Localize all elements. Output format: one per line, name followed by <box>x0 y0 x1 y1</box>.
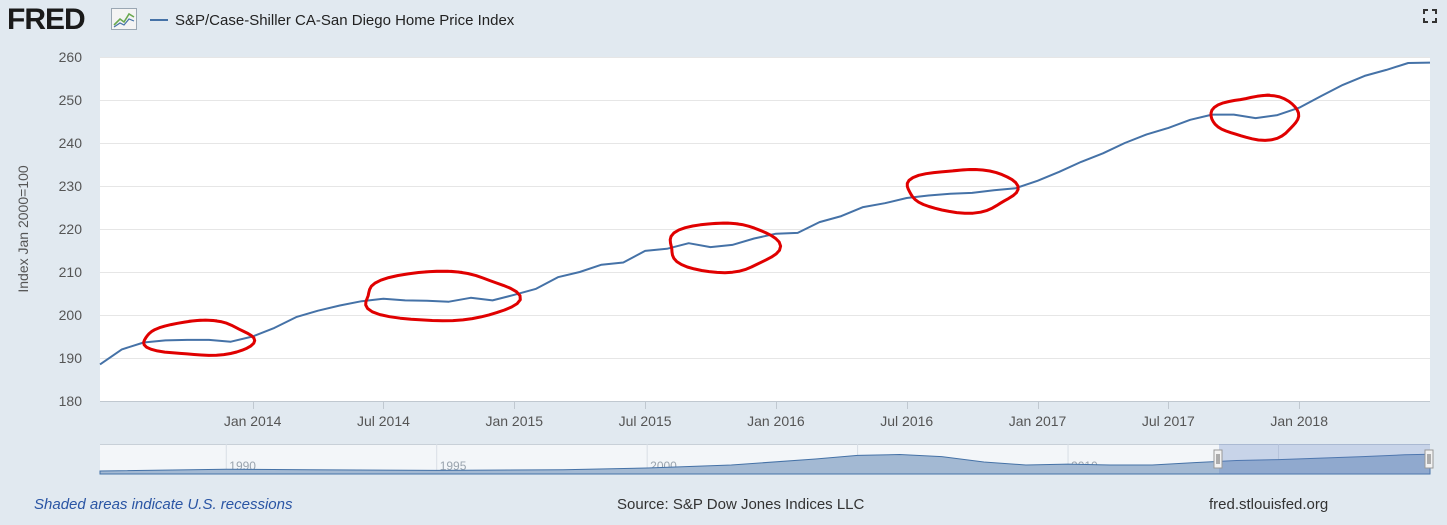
x-tick-label: Jan 2014 <box>224 413 282 429</box>
annotation-circle <box>142 318 257 357</box>
x-tick-label: Jan 2018 <box>1270 413 1328 429</box>
y-axis-label: Index Jan 2000=100 <box>15 165 31 292</box>
y-tick-label: 210 <box>59 264 83 280</box>
x-tick-label: Jan 2016 <box>747 413 805 429</box>
series-line[interactable] <box>99 61 1431 366</box>
x-tick-label: Jan 2017 <box>1009 413 1067 429</box>
y-tick-label: 230 <box>59 178 83 194</box>
annotation-circle <box>364 269 522 323</box>
grid-lines <box>100 57 1430 359</box>
navigator-series-area <box>99 453 1431 475</box>
annotation-layer <box>142 93 1301 357</box>
legend-label: S&P/Case-Shiller CA-San Diego Home Price… <box>175 11 515 29</box>
x-tick-label: Jul 2015 <box>619 413 672 429</box>
y-axis-ticks: 180 190 200 210 220 230 240 250 260 <box>59 49 83 409</box>
chart-header: FRED S&P/Case-Shiller CA-San Diego Home … <box>0 0 1447 40</box>
x-axis-ticks: Jan 2014 Jul 2014 Jan 2015 Jul 2015 Jan 2016… <box>224 401 1328 429</box>
y-tick-label: 260 <box>59 49 83 65</box>
y-tick-label: 190 <box>59 350 83 366</box>
x-tick-label: Jul 2014 <box>357 413 410 429</box>
annotation-circle <box>905 168 1020 215</box>
fullscreen-icon[interactable] <box>1423 9 1437 23</box>
annotation-circle <box>1209 93 1301 142</box>
fred-url-link[interactable]: fred.stlouisfed.org <box>1209 496 1329 513</box>
x-tick-label: Jul 2017 <box>1142 413 1195 429</box>
navigator-left-handle[interactable] <box>1213 449 1223 469</box>
y-tick-label: 200 <box>59 307 83 323</box>
y-tick-label: 250 <box>59 92 83 108</box>
navigator-right-handle[interactable] <box>1424 449 1434 469</box>
recession-note-link[interactable]: Shaded areas indicate U.S. recessions <box>34 496 293 513</box>
x-tick-label: Jul 2016 <box>880 413 933 429</box>
series-layer <box>99 61 1431 366</box>
navigator-selected-range[interactable] <box>1219 444 1430 474</box>
navigator-tick-label: 1995 <box>440 459 467 473</box>
y-tick-label: 240 <box>59 135 83 151</box>
y-tick-label: 180 <box>59 393 83 409</box>
x-tick-label: Jan 2015 <box>485 413 543 429</box>
legend-swatch <box>150 19 168 21</box>
chart-legend[interactable]: S&P/Case-Shiller CA-San Diego Home Price… <box>150 10 514 30</box>
annotation-circle <box>668 221 783 275</box>
y-tick-label: 220 <box>59 221 83 237</box>
chart-line-icon <box>111 8 137 30</box>
source-note: Source: S&P Dow Jones Indices LLC <box>617 496 865 513</box>
range-navigator[interactable]: 199019952000200520102015 <box>99 444 1434 475</box>
fred-logo[interactable]: FRED <box>7 3 86 36</box>
